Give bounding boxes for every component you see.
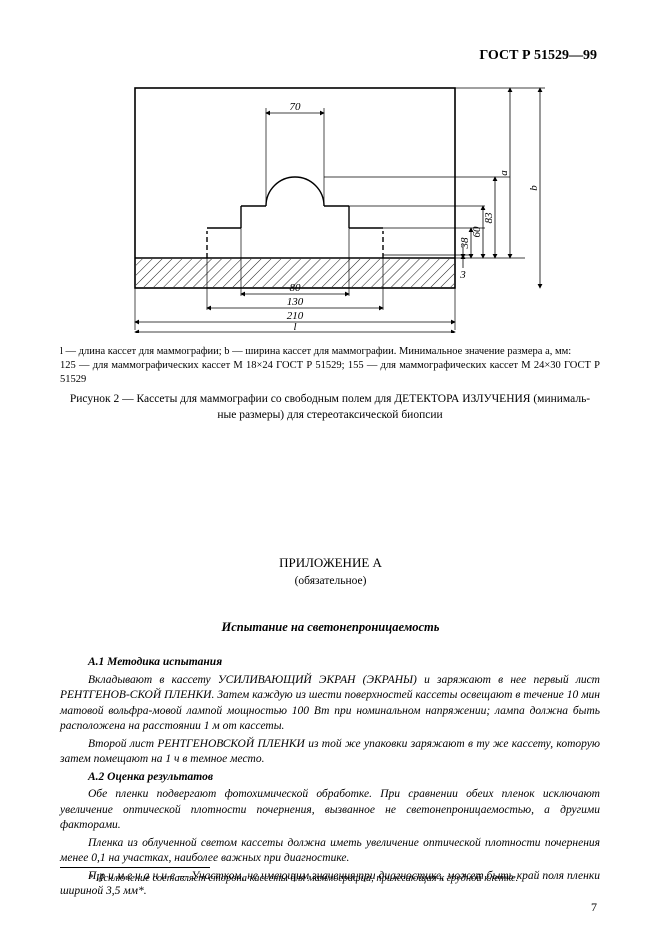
footnote-rule bbox=[60, 867, 210, 868]
dim-80: 80 bbox=[290, 282, 302, 294]
dim-83: 83 bbox=[483, 212, 495, 224]
dim-a: a bbox=[498, 170, 510, 176]
appendix-mandatory: (обязательное) bbox=[295, 575, 367, 587]
legend-line2: 125 — для маммографических кассет М 18×2… bbox=[60, 360, 600, 385]
dim-60: 60 bbox=[471, 226, 483, 238]
a1-paragraph-1: Вкладывают в кассету УСИЛИВАЮЩИЙ ЭКРАН (… bbox=[60, 673, 600, 735]
figure-legend: l — длина кассет для маммографии; b — ши… bbox=[60, 345, 600, 388]
a1-heading: А.1 Методика испытания bbox=[60, 655, 600, 671]
dim-70: 70 bbox=[290, 101, 302, 113]
dim-130: 130 bbox=[287, 296, 304, 308]
caption-line2: ные размеры) для стереотаксической биопс… bbox=[217, 409, 442, 421]
a2-paragraph-1: Обе пленки подвергают фотохимической обр… bbox=[60, 787, 600, 834]
dim-b: b bbox=[528, 185, 540, 191]
cassette-diagram: 70 80 130 210 l 3 38 60 8 bbox=[115, 78, 555, 333]
appendix-title-text: ПРИЛОЖЕНИЕ А bbox=[279, 555, 382, 570]
page: ГОСТ Р 51529—99 bbox=[0, 0, 661, 935]
dim-3: 3 bbox=[459, 269, 466, 281]
a1-paragraph-2: Второй лист РЕНТГЕНОВСКОЙ ПЛЕНКИ из той … bbox=[60, 737, 600, 768]
dim-l: l bbox=[293, 321, 296, 333]
test-title: Испытание на светонепроницаемость bbox=[0, 620, 661, 635]
footnote: * Исключение составляет сторона кассеты … bbox=[60, 873, 600, 884]
section-a1: А.1 Методика испытания Вкладывают в касс… bbox=[60, 655, 600, 902]
standard-header: ГОСТ Р 51529—99 bbox=[479, 48, 597, 64]
dim-38: 38 bbox=[459, 237, 471, 250]
a2-heading: А.2 Оценка результатов bbox=[60, 770, 600, 786]
legend-line1: l — длина кассет для маммографии; b — ши… bbox=[60, 346, 571, 357]
a2-paragraph-2: Пленка из облученной светом кассеты долж… bbox=[60, 836, 600, 867]
page-number: 7 bbox=[591, 900, 597, 915]
appendix-heading: ПРИЛОЖЕНИЕ А (обязательное) bbox=[0, 555, 661, 589]
caption-line1: Рисунок 2 — Кассеты для маммографии со с… bbox=[70, 393, 590, 405]
figure-caption: Рисунок 2 — Кассеты для маммографии со с… bbox=[60, 392, 600, 423]
figure-2: 70 80 130 210 l 3 38 60 8 bbox=[115, 78, 555, 333]
